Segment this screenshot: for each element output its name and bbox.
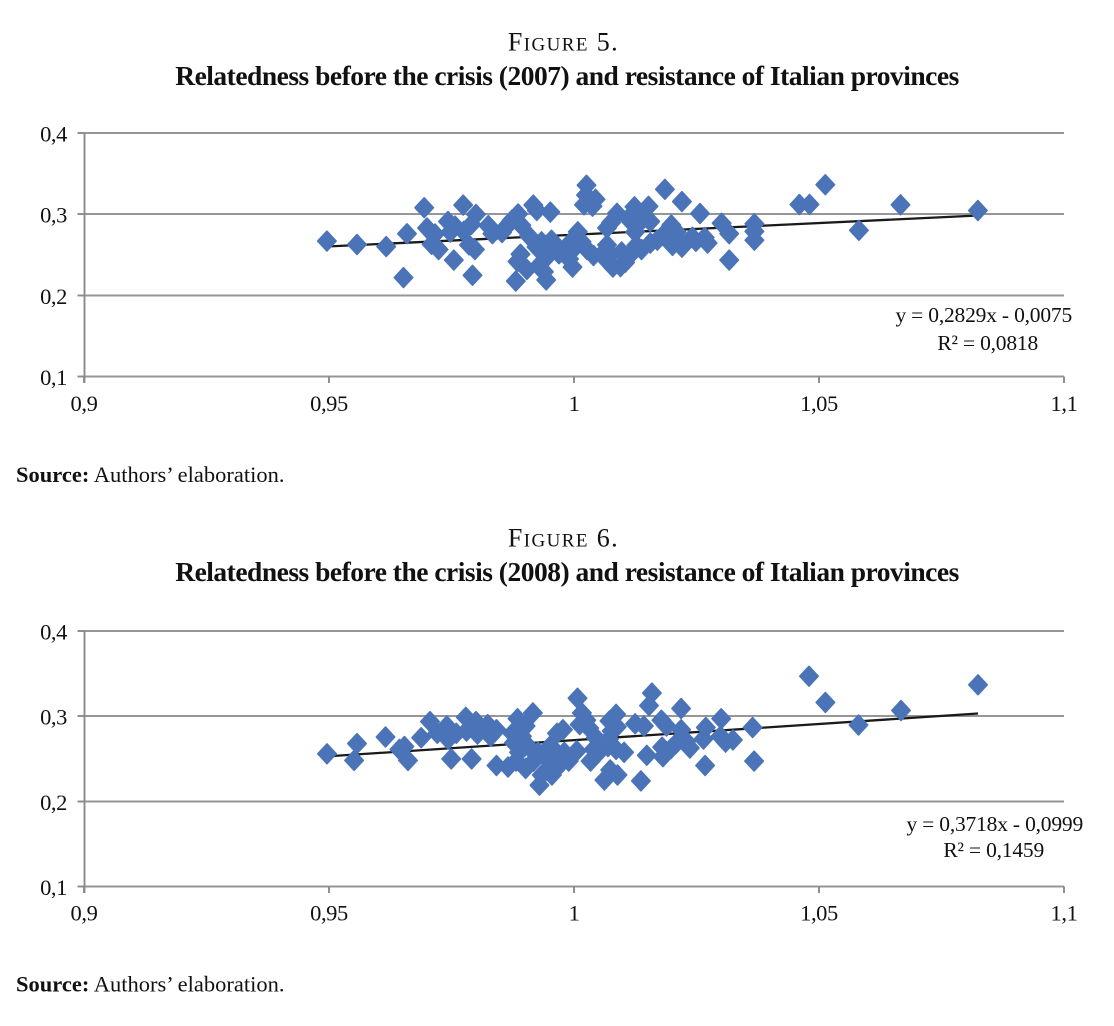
- svg-text:1: 1: [569, 391, 580, 416]
- svg-text:0,2: 0,2: [40, 790, 67, 815]
- svg-text:0,1: 0,1: [40, 875, 67, 900]
- svg-text:Source: Authors’ elaboration.: Source: Authors’ elaboration.: [16, 462, 285, 487]
- svg-text:1,1: 1,1: [1051, 391, 1078, 416]
- svg-text:0,9: 0,9: [71, 901, 98, 926]
- svg-text:0,4: 0,4: [40, 619, 67, 644]
- svg-text:Relatedness before the crisis: Relatedness before the crisis (2007) and…: [175, 60, 959, 91]
- svg-text:FIGURE 6.: FIGURE 6.: [508, 523, 619, 552]
- svg-text:0,95: 0,95: [310, 901, 348, 926]
- svg-text:y = 0,2829x - 0,0075: y = 0,2829x - 0,0075: [895, 303, 1072, 327]
- svg-text:1,05: 1,05: [800, 901, 838, 926]
- svg-text:1,05: 1,05: [800, 391, 838, 416]
- svg-text:0,3: 0,3: [40, 202, 67, 227]
- svg-text:y = 0,3718x - 0,0999: y = 0,3718x - 0,0999: [906, 812, 1083, 836]
- svg-text:1,1: 1,1: [1051, 901, 1078, 926]
- svg-text:R² = 0,1459: R² = 0,1459: [943, 838, 1044, 862]
- svg-text:0,9: 0,9: [71, 391, 98, 416]
- svg-text:Relatedness before the crisis: Relatedness before the crisis (2008) and…: [175, 556, 959, 587]
- svg-text:0,95: 0,95: [310, 391, 348, 416]
- svg-text:0,3: 0,3: [40, 704, 67, 729]
- svg-text:0,1: 0,1: [40, 365, 67, 390]
- svg-text:Source: Authors’ elaboration.: Source: Authors’ elaboration.: [16, 972, 285, 997]
- svg-text:0,4: 0,4: [40, 121, 67, 146]
- svg-text:R² = 0,0818: R² = 0,0818: [937, 331, 1038, 355]
- svg-text:1: 1: [569, 901, 580, 926]
- svg-text:0,2: 0,2: [40, 284, 67, 309]
